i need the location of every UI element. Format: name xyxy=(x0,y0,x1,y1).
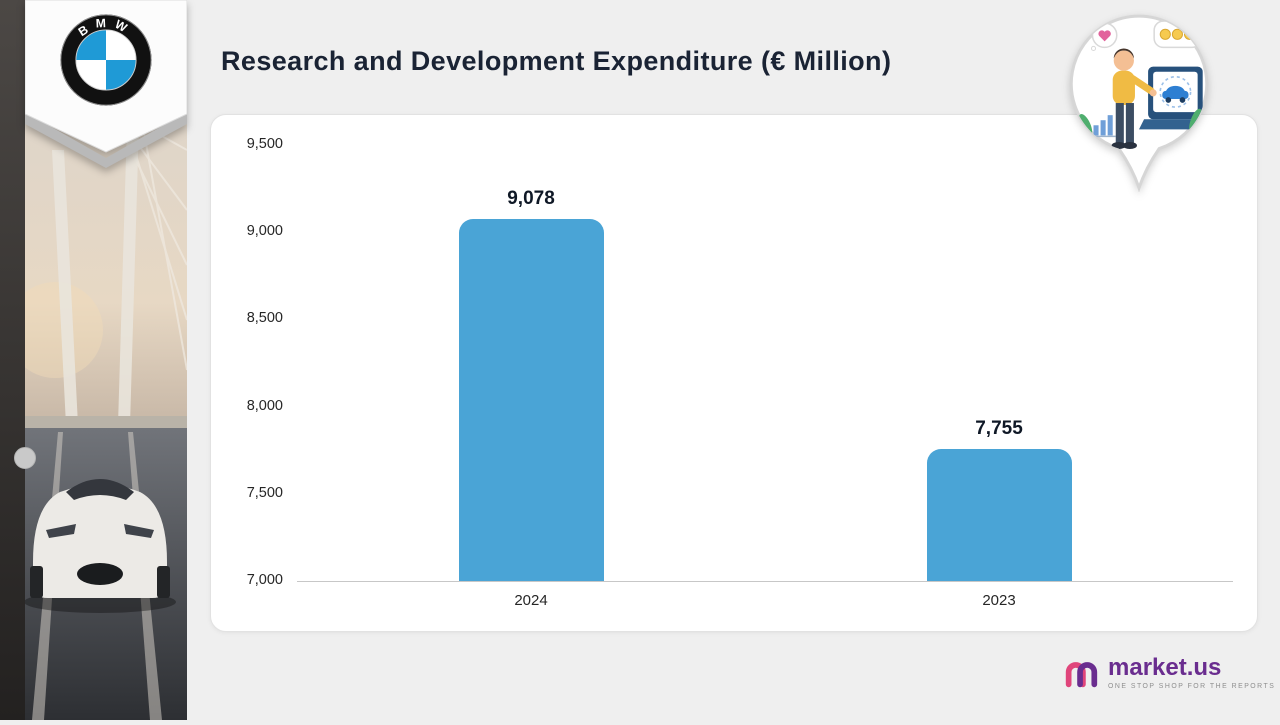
x-axis-label: 2023 xyxy=(982,592,1016,609)
y-axis-tick-label: 9,000 xyxy=(246,223,283,240)
marketus-icon xyxy=(1065,662,1098,688)
bridge-pylons xyxy=(52,90,140,425)
car-icon xyxy=(1162,85,1189,103)
bmw-logo: BMW xyxy=(60,14,152,106)
bar-value-label: 9,078 xyxy=(507,187,555,209)
white-car xyxy=(24,479,176,613)
chart-card: 9,500 9,000 8,500 8,000 7,500 7,000 9,078 7,75… xyxy=(210,114,1258,632)
y-axis-tick-label: 7,000 xyxy=(246,572,283,588)
x-axis-label: 2024 xyxy=(514,592,548,609)
y-axis: 9,500 9,000 8,500 8,000 7,500 7,000 xyxy=(211,136,283,588)
bar xyxy=(458,218,604,581)
y-axis-tick-label: 9,500 xyxy=(246,136,283,152)
y-axis-tick-label: 8,000 xyxy=(246,397,283,414)
plot-area: 9,078 7,755 xyxy=(297,145,1233,582)
pin-illustration xyxy=(1063,8,1215,197)
x-axis: 2024 2023 xyxy=(297,592,1233,609)
y-axis-tick-label: 8,500 xyxy=(246,310,283,327)
bmw-quadrant xyxy=(75,29,106,60)
marketus-logo: market.us ONE STOP SHOP FOR THE REPORTS xyxy=(1062,656,1275,690)
page-title: Research and Development Expenditure (€ … xyxy=(221,46,892,76)
dashed-circle xyxy=(1159,75,1192,108)
marketus-tagline: ONE STOP SHOP FOR THE REPORTS xyxy=(1108,683,1276,690)
bar-value-label: 7,755 xyxy=(975,418,1023,440)
y-axis-tick-label: 7,500 xyxy=(246,484,283,501)
decorative-dot xyxy=(14,447,36,469)
bar xyxy=(926,449,1072,581)
left-photo-panel: BMW xyxy=(0,0,188,720)
bar-column: 9,078 xyxy=(297,145,765,581)
bmw-quadrant xyxy=(106,60,137,91)
laptop-icon xyxy=(1139,66,1207,130)
bar-column: 7,755 xyxy=(765,145,1233,581)
marketus-name: market.us xyxy=(1108,654,1222,681)
person-icon xyxy=(1111,48,1157,150)
